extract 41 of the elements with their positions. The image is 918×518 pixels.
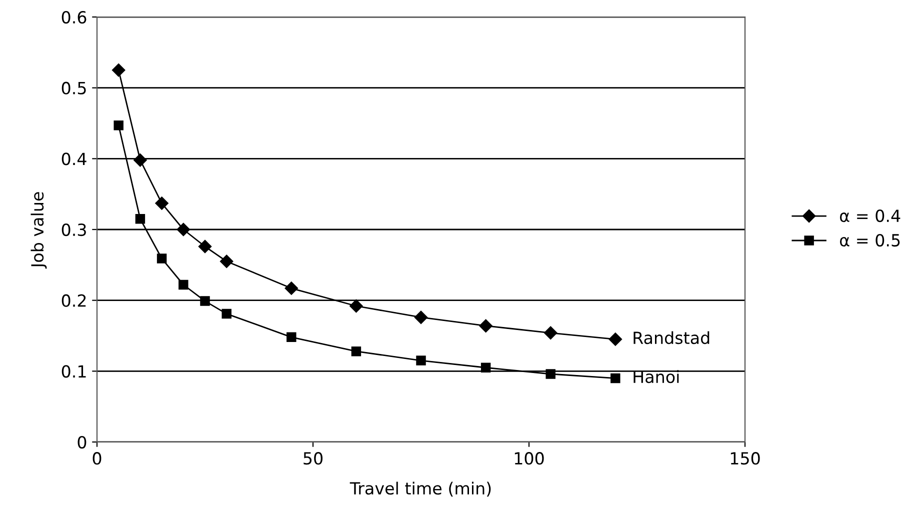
y-tick-label: 0.3 — [62, 223, 86, 236]
point — [350, 299, 363, 313]
point — [608, 332, 622, 346]
point — [112, 64, 126, 77]
point — [222, 308, 232, 319]
y-tick-label: 0.6 — [62, 10, 86, 24]
point — [480, 362, 491, 372]
point — [135, 214, 146, 224]
point — [416, 356, 426, 366]
point — [200, 296, 210, 306]
point — [544, 326, 558, 340]
point — [351, 346, 362, 356]
x-tick-label: 50 — [304, 452, 322, 465]
y-tick-label: 0 — [78, 436, 86, 449]
legend-label: α = 0.5 — [840, 234, 900, 247]
point — [479, 319, 492, 332]
point — [286, 332, 296, 342]
point — [284, 282, 298, 295]
x-tick-label: 150 — [730, 452, 760, 465]
point — [156, 254, 167, 264]
x-axis-title: Travel time (min) — [350, 482, 491, 497]
legend-label: α = 0.4 — [840, 209, 900, 222]
annotation: Randstad — [634, 331, 710, 344]
x-tick-label: 100 — [514, 452, 544, 465]
point — [220, 254, 234, 268]
point — [134, 153, 147, 167]
y-axis-title: Job value — [30, 192, 47, 269]
y-tick-label: 0.2 — [62, 294, 86, 307]
point — [610, 373, 620, 384]
point — [176, 222, 190, 236]
point — [546, 369, 556, 379]
point — [114, 120, 124, 130]
annotation: Hanoi — [634, 370, 679, 384]
y-tick-label: 0.5 — [62, 82, 86, 94]
y-tick-label: 0.1 — [62, 365, 86, 378]
point — [155, 196, 168, 210]
y-tick-label: 0.4 — [62, 152, 86, 166]
point — [198, 240, 212, 254]
point — [414, 310, 428, 324]
x-tick-label: 0 — [92, 452, 102, 465]
point — [178, 280, 188, 290]
